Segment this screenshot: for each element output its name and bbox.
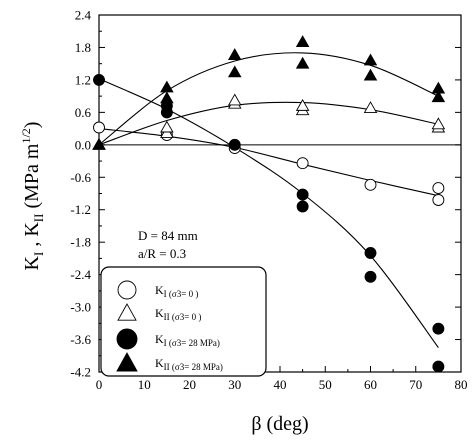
- fit-curve-1: [98, 101, 439, 146]
- legend-marker-1: [117, 303, 137, 321]
- x-tick-label: 80: [455, 377, 468, 392]
- x-tick-label: 40: [274, 377, 287, 392]
- x-tick-label: 0: [96, 377, 103, 392]
- data-point-series-3: [363, 53, 378, 66]
- y-tick-label: 1.2: [75, 72, 91, 87]
- data-point-series-3: [363, 68, 378, 81]
- legend-marker-3: [116, 352, 138, 372]
- y-tick-label: -1.2: [70, 202, 91, 217]
- data-point-series-3: [227, 48, 242, 60]
- y-tick-label: -4.2: [70, 365, 91, 380]
- x-tick-label: 50: [319, 377, 332, 392]
- data-point-series-2: [93, 73, 105, 86]
- data-point-series-3: [431, 81, 446, 94]
- data-point-series-0: [432, 182, 445, 195]
- data-point-series-0: [432, 194, 445, 206]
- data-point-series-2: [364, 247, 377, 259]
- data-point-series-1: [363, 101, 378, 113]
- legend-label-3: KII (σ3= 28 MPa): [155, 356, 223, 372]
- legend-label-1: KII (σ3= 0 ): [155, 306, 201, 322]
- data-point-series-3: [160, 80, 174, 93]
- y-axis: 2.4 1.8 1.2 0.6 0.0 -0.6 -1.2 -1.8 -2.4 -3.0 -3.6 -…: [70, 8, 461, 380]
- data-point-series-3: [227, 65, 242, 78]
- annotation-ratio: a/R = 0.3: [138, 246, 186, 261]
- legend-label-2: KI (σ3= 28 MPa): [155, 332, 220, 348]
- data-point-series-2: [364, 270, 377, 283]
- data-point-series-1: [431, 117, 446, 130]
- data-point-series-2: [296, 200, 309, 213]
- data-point-series-2: [228, 138, 241, 151]
- data-point-series-0: [296, 157, 309, 170]
- x-tick-label: 70: [409, 377, 422, 392]
- data-point-series-0: [364, 178, 377, 191]
- y-axis-title: KI , KII (MPa m1/2): [19, 122, 46, 271]
- y-tick-label: -3.6: [70, 332, 91, 347]
- x-axis-title: β (deg): [251, 413, 308, 435]
- y-tick-label: 0.6: [75, 105, 92, 120]
- y-tick-label: -0.6: [70, 170, 91, 185]
- y-tick-label: 1.8: [75, 40, 91, 55]
- x-tick-label: 60: [364, 377, 377, 392]
- legend-box: [100, 266, 267, 377]
- fit-curve-0: [98, 128, 439, 197]
- annotation-diameter: D = 84 mm: [138, 228, 198, 243]
- x-tick-label: 10: [138, 377, 151, 392]
- data-point-series-2: [296, 188, 309, 201]
- fit-curve-3: [98, 52, 439, 146]
- data-point-series-2: [432, 360, 445, 373]
- y-tick-label: -1.8: [70, 235, 91, 250]
- y-tick-label: 0.0: [75, 137, 91, 152]
- y-tick-label: -2.4: [70, 267, 91, 282]
- data-point-series-3: [295, 35, 310, 47]
- legend-marker-2: [116, 328, 138, 350]
- data-point-series-2: [432, 322, 445, 335]
- y-axis-title-group: KI , KII (MPa m1/2): [19, 122, 46, 271]
- legend-marker-0: [117, 280, 137, 300]
- x-tick-label: 30: [228, 377, 241, 392]
- legend-label-0: KI (σ3= 0 ): [155, 283, 198, 299]
- data-point-series-3: [92, 137, 106, 150]
- data-point-series-1: [160, 120, 174, 133]
- data-points: [92, 35, 446, 373]
- data-point-series-1: [295, 98, 310, 111]
- legend: KI (σ3= 0 ) KII (σ3= 0 ) KI (σ3= 28 MPa) KI…: [116, 280, 223, 372]
- data-point-series-3: [160, 91, 174, 104]
- data-point-series-0: [93, 121, 105, 134]
- data-point-series-3: [295, 56, 310, 69]
- y-tick-label: 2.4: [75, 8, 92, 23]
- data-point-series-3: [431, 90, 446, 103]
- data-point-series-1: [227, 93, 242, 106]
- y-tick-label: -3.0: [70, 300, 91, 315]
- x-tick-label: 20: [183, 377, 196, 392]
